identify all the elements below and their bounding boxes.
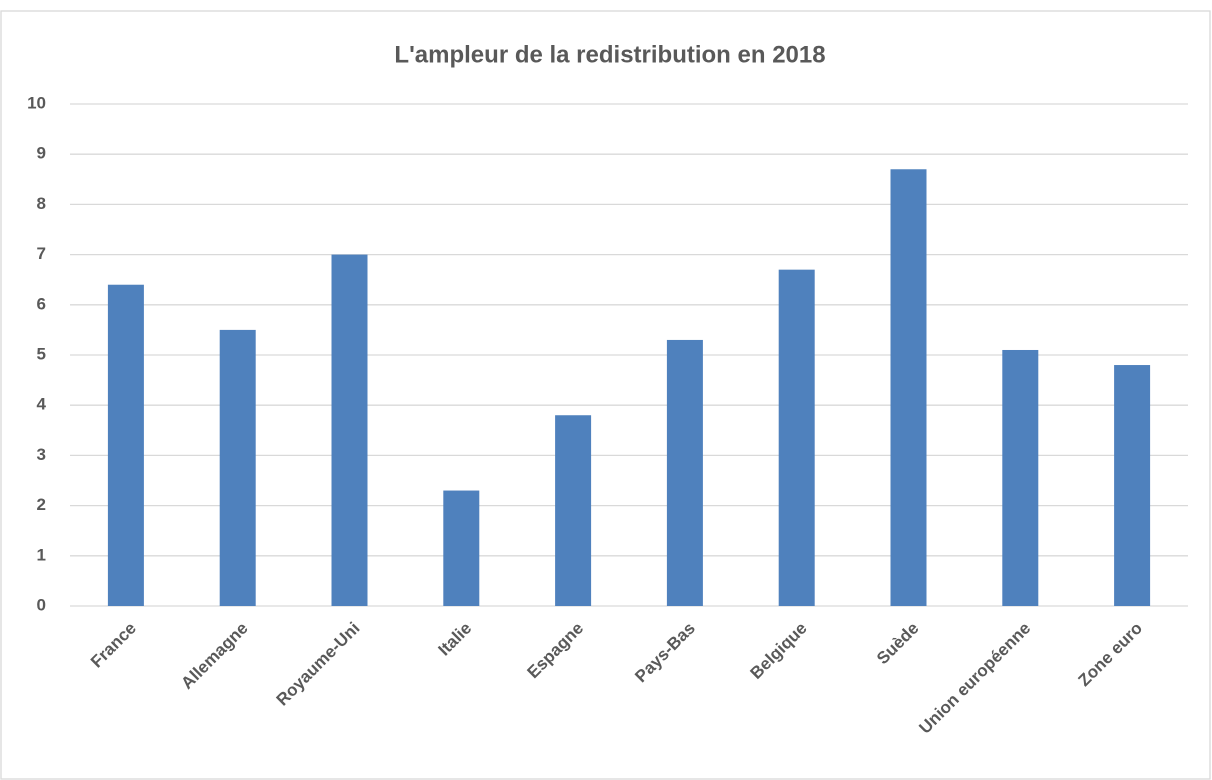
y-tick-label: 3 xyxy=(37,445,46,464)
y-tick-label: 2 xyxy=(37,495,46,514)
bar xyxy=(219,329,256,606)
bar xyxy=(555,415,592,606)
bar xyxy=(778,269,815,606)
bar xyxy=(890,169,927,606)
bar xyxy=(331,254,368,606)
chart-title: L'ampleur de la redistribution en 2018 xyxy=(394,41,825,68)
y-tick-label: 5 xyxy=(37,344,46,363)
y-tick-label: 4 xyxy=(37,395,47,414)
y-tick-label: 10 xyxy=(27,93,46,112)
y-tick-label: 7 xyxy=(37,244,46,263)
bar xyxy=(107,284,144,606)
bar xyxy=(1002,349,1039,606)
bar xyxy=(666,339,703,606)
bar xyxy=(1114,365,1151,606)
y-tick-label: 6 xyxy=(37,294,46,313)
y-tick-label: 9 xyxy=(37,144,46,163)
y-tick-label: 0 xyxy=(37,595,46,614)
bar xyxy=(443,490,480,606)
y-tick-label: 8 xyxy=(37,194,46,213)
y-tick-label: 1 xyxy=(37,545,46,564)
